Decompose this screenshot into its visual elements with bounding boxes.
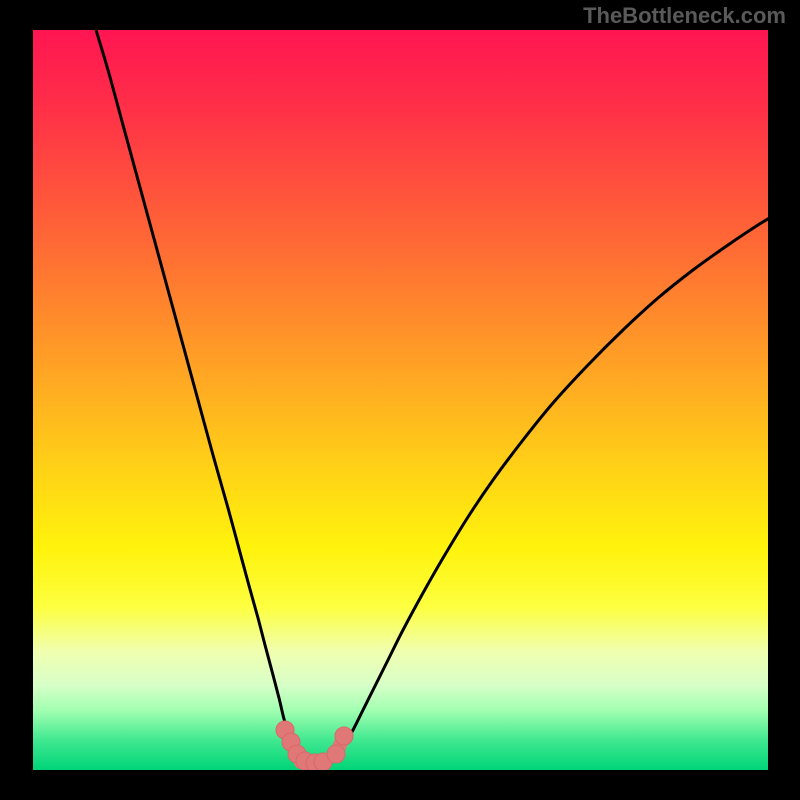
- curve-layer: [33, 30, 768, 770]
- plot-area: [33, 30, 768, 770]
- watermark-text: TheBottleneck.com: [583, 3, 786, 29]
- marker-dot: [327, 745, 345, 763]
- markers-group: [276, 721, 353, 770]
- chart-container: TheBottleneck.com: [0, 0, 800, 800]
- bottleneck-curve: [96, 30, 768, 763]
- marker-dot: [335, 727, 353, 745]
